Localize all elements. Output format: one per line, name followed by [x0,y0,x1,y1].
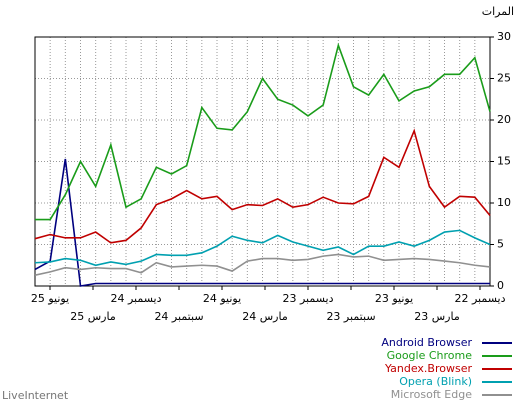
legend-label: Google Chrome [387,349,473,362]
series-line [34,128,491,244]
x-tick-label: يونيو 25 [31,292,69,305]
legend-label: Yandex.Browser [384,362,473,375]
source: LiveInternet [2,389,69,402]
x-tick-label: مارس 25 [70,310,116,323]
plot-frame [34,36,491,287]
x-tick-label: سبتمبر 24 [154,310,203,323]
series-line [34,158,490,287]
series-line [34,253,491,276]
y-tick-label: 5 [497,238,504,251]
series-line [35,42,491,221]
x-tick-label: يونيو 23 [375,292,413,305]
x-tick-label: ديسمبر 23 [282,292,333,305]
legend-label: Android Browser [381,336,472,349]
chart-title: المرات [482,5,514,18]
y-tick-label: 30 [497,30,511,43]
x-tick-label: سبتمبر 23 [326,310,375,323]
x-tick-label: ديسمبر 24 [110,292,161,305]
x-tick-label: مارس 23 [414,310,460,323]
x-tick-label: مارس 24 [242,310,288,323]
series-line [34,229,491,267]
x-tick-label: يونيو 24 [203,292,241,305]
y-tick-label: 10 [497,196,511,209]
legend-label: Microsoft Edge [391,388,472,401]
y-tick-label: 20 [497,113,511,126]
y-tick-label: 15 [497,155,511,168]
y-tick-label: 25 [497,72,511,85]
y-tick-label: 0 [497,279,504,292]
legend-label: Opera (Blink) [399,375,472,388]
x-tick-label: ديسمبر 22 [454,292,505,305]
